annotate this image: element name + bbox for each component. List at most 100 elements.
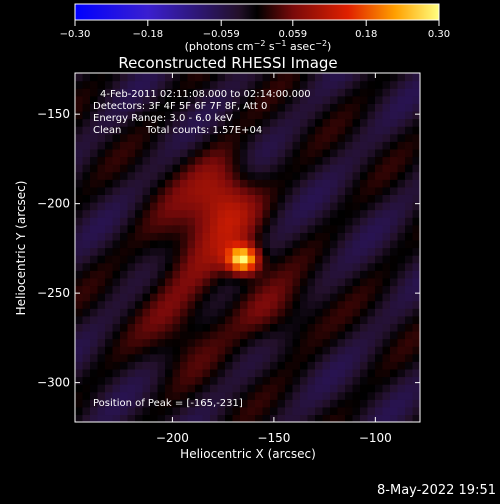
heatmap-cell bbox=[202, 384, 211, 393]
heatmap-cell bbox=[97, 156, 106, 165]
heatmap-cell bbox=[375, 361, 384, 370]
heatmap-cell bbox=[97, 293, 106, 302]
heatmap-cell bbox=[120, 133, 129, 142]
heatmap-cell bbox=[337, 110, 346, 120]
heatmap-cell bbox=[322, 194, 331, 203]
heatmap-cell bbox=[255, 179, 264, 188]
heatmap-cell bbox=[232, 217, 241, 226]
heatmap-cell bbox=[390, 384, 399, 393]
heatmap-cell bbox=[240, 73, 249, 82]
heatmap-cell bbox=[285, 376, 294, 385]
heatmap-cell bbox=[180, 224, 189, 233]
heatmap-cell bbox=[262, 285, 271, 294]
heatmap-cell bbox=[390, 133, 399, 142]
heatmap-cell bbox=[90, 330, 99, 340]
heatmap-cell bbox=[187, 285, 196, 294]
heatmap-cell bbox=[172, 141, 181, 150]
heatmap-cell bbox=[232, 330, 241, 340]
heatmap-cell bbox=[382, 300, 391, 309]
heatmap-cell bbox=[157, 247, 166, 256]
heatmap-cell bbox=[165, 95, 174, 104]
heatmap-cell bbox=[382, 285, 391, 294]
heatmap-cell bbox=[210, 201, 219, 211]
heatmap-cell bbox=[232, 179, 241, 188]
heatmap-cell bbox=[127, 376, 136, 385]
heatmap-cell bbox=[232, 300, 241, 309]
heatmap-cell bbox=[75, 300, 84, 309]
heatmap-cell bbox=[337, 103, 346, 112]
heatmap-cell bbox=[225, 209, 234, 218]
heatmap-cell bbox=[217, 391, 226, 400]
heatmap-cell bbox=[210, 285, 219, 294]
heatmap-cell bbox=[352, 346, 361, 355]
heatmap-cell bbox=[307, 368, 316, 378]
heatmap-cell bbox=[157, 330, 166, 340]
heatmap-cell bbox=[285, 361, 294, 370]
heatmap-cell bbox=[172, 308, 181, 317]
colorbar-tick-label: 0.059 bbox=[278, 29, 307, 40]
heatmap-cell bbox=[345, 285, 354, 294]
heatmap-cell bbox=[397, 353, 406, 362]
heatmap-cell bbox=[187, 338, 196, 347]
heatmap-cell bbox=[307, 80, 316, 89]
heatmap-cell bbox=[90, 148, 99, 158]
heatmap-cell bbox=[367, 285, 376, 294]
heatmap-cell bbox=[360, 201, 369, 211]
heatmap-cell bbox=[232, 399, 241, 408]
heatmap-cell bbox=[292, 126, 301, 135]
heatmap-cell bbox=[75, 308, 84, 317]
heatmap-cell bbox=[157, 262, 166, 271]
heatmap-cell bbox=[322, 179, 331, 188]
heatmap-cell bbox=[285, 308, 294, 317]
heatmap-cell bbox=[277, 368, 286, 378]
heatmap-cell bbox=[262, 239, 271, 249]
heatmap-cell bbox=[90, 300, 99, 309]
heatmap-cell bbox=[247, 239, 256, 249]
heatmap-cell bbox=[375, 285, 384, 294]
colorbar-tick-label: −0.059 bbox=[203, 29, 240, 40]
heatmap-cell bbox=[412, 88, 420, 97]
heatmap-cell bbox=[202, 217, 211, 226]
heatmap-cell bbox=[195, 361, 204, 370]
heatmap-cell bbox=[232, 414, 241, 422]
heatmap-cell bbox=[285, 330, 294, 340]
heatmap-cell bbox=[307, 186, 316, 195]
heatmap-cell bbox=[172, 270, 181, 279]
heatmap-cell bbox=[292, 346, 301, 355]
heatmap-cell bbox=[120, 346, 129, 355]
heatmap-cell bbox=[307, 277, 316, 287]
heatmap-cell bbox=[382, 353, 391, 362]
heatmap-cell bbox=[105, 148, 114, 158]
heatmap-cell bbox=[195, 353, 204, 362]
heatmap-cell bbox=[225, 247, 234, 256]
heatmap-cell bbox=[97, 171, 106, 180]
heatmap-cell bbox=[232, 186, 241, 195]
heatmap-cell bbox=[165, 118, 174, 127]
heatmap-cell bbox=[412, 126, 420, 135]
heatmap-cell bbox=[210, 368, 219, 378]
heatmap-cell bbox=[345, 255, 354, 264]
heatmap-cell bbox=[412, 361, 420, 370]
heatmap-cell bbox=[300, 255, 309, 264]
heatmap-cell bbox=[412, 399, 420, 408]
heatmap-cell bbox=[112, 73, 121, 82]
heatmap-cell bbox=[105, 315, 114, 324]
heatmap-cell bbox=[217, 141, 226, 150]
heatmap-cell bbox=[345, 156, 354, 165]
heatmap-cell bbox=[105, 308, 114, 317]
heatmap-cell bbox=[240, 368, 249, 378]
heatmap-cell bbox=[172, 368, 181, 378]
heatmap-cell bbox=[97, 285, 106, 294]
heatmap-cell bbox=[247, 262, 256, 271]
heatmap-cell bbox=[390, 308, 399, 317]
heatmap-cell bbox=[397, 247, 406, 256]
heatmap-cell bbox=[337, 293, 346, 302]
heatmap-cell bbox=[382, 414, 391, 422]
heatmap-cell bbox=[405, 368, 414, 378]
heatmap-cell bbox=[240, 330, 249, 340]
heatmap-cell bbox=[255, 368, 264, 378]
heatmap-cell bbox=[165, 293, 174, 302]
heatmap-cell bbox=[405, 164, 414, 173]
heatmap-cell bbox=[315, 239, 324, 249]
heatmap-cell bbox=[382, 338, 391, 347]
